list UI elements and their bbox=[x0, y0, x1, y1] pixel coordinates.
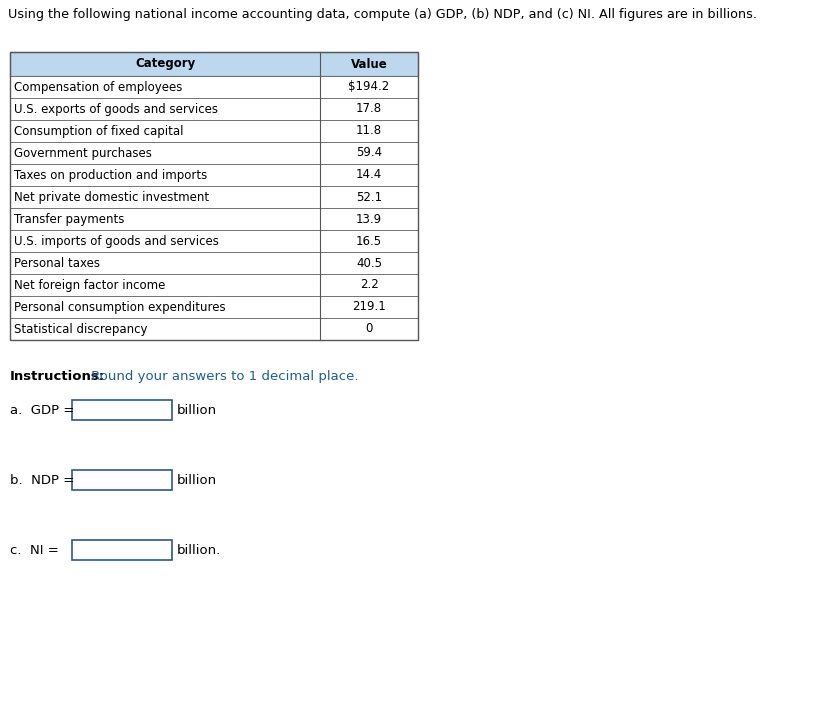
Text: Round your answers to 1 decimal place.: Round your answers to 1 decimal place. bbox=[86, 370, 358, 383]
Text: 2.2: 2.2 bbox=[360, 278, 378, 292]
Text: Personal consumption expenditures: Personal consumption expenditures bbox=[14, 300, 225, 314]
Text: 14.4: 14.4 bbox=[356, 169, 382, 181]
Text: billion: billion bbox=[177, 474, 217, 486]
Text: 59.4: 59.4 bbox=[356, 147, 382, 159]
Text: Government purchases: Government purchases bbox=[14, 147, 152, 159]
Text: U.S. exports of goods and services: U.S. exports of goods and services bbox=[14, 103, 218, 115]
Text: Compensation of employees: Compensation of employees bbox=[14, 81, 182, 93]
Text: U.S. imports of goods and services: U.S. imports of goods and services bbox=[14, 234, 219, 248]
Text: c.  NI =: c. NI = bbox=[10, 544, 63, 556]
Text: Transfer payments: Transfer payments bbox=[14, 212, 124, 226]
Text: 17.8: 17.8 bbox=[356, 103, 382, 115]
Text: 40.5: 40.5 bbox=[356, 256, 382, 270]
Text: 11.8: 11.8 bbox=[356, 125, 382, 137]
Text: 16.5: 16.5 bbox=[356, 234, 382, 248]
Text: Instructions:: Instructions: bbox=[10, 370, 105, 383]
Text: Using the following national income accounting data, compute (a) GDP, (b) NDP, a: Using the following national income acco… bbox=[8, 8, 757, 21]
Text: Category: Category bbox=[135, 57, 195, 71]
Text: 0: 0 bbox=[365, 323, 372, 336]
Text: Personal taxes: Personal taxes bbox=[14, 256, 100, 270]
Text: 52.1: 52.1 bbox=[356, 190, 382, 203]
Text: Statistical discrepancy: Statistical discrepancy bbox=[14, 323, 147, 336]
Text: 13.9: 13.9 bbox=[356, 212, 382, 226]
Text: Net foreign factor income: Net foreign factor income bbox=[14, 278, 165, 292]
Text: Net private domestic investment: Net private domestic investment bbox=[14, 190, 209, 203]
Text: Value: Value bbox=[351, 57, 387, 71]
Text: billion.: billion. bbox=[177, 544, 221, 556]
Text: Consumption of fixed capital: Consumption of fixed capital bbox=[14, 125, 183, 137]
Text: $194.2: $194.2 bbox=[349, 81, 390, 93]
Text: b.  NDP =: b. NDP = bbox=[10, 474, 78, 486]
Text: a.  GDP =: a. GDP = bbox=[10, 404, 79, 416]
Text: billion: billion bbox=[177, 404, 217, 416]
Text: Taxes on production and imports: Taxes on production and imports bbox=[14, 169, 207, 181]
Text: 219.1: 219.1 bbox=[352, 300, 386, 314]
